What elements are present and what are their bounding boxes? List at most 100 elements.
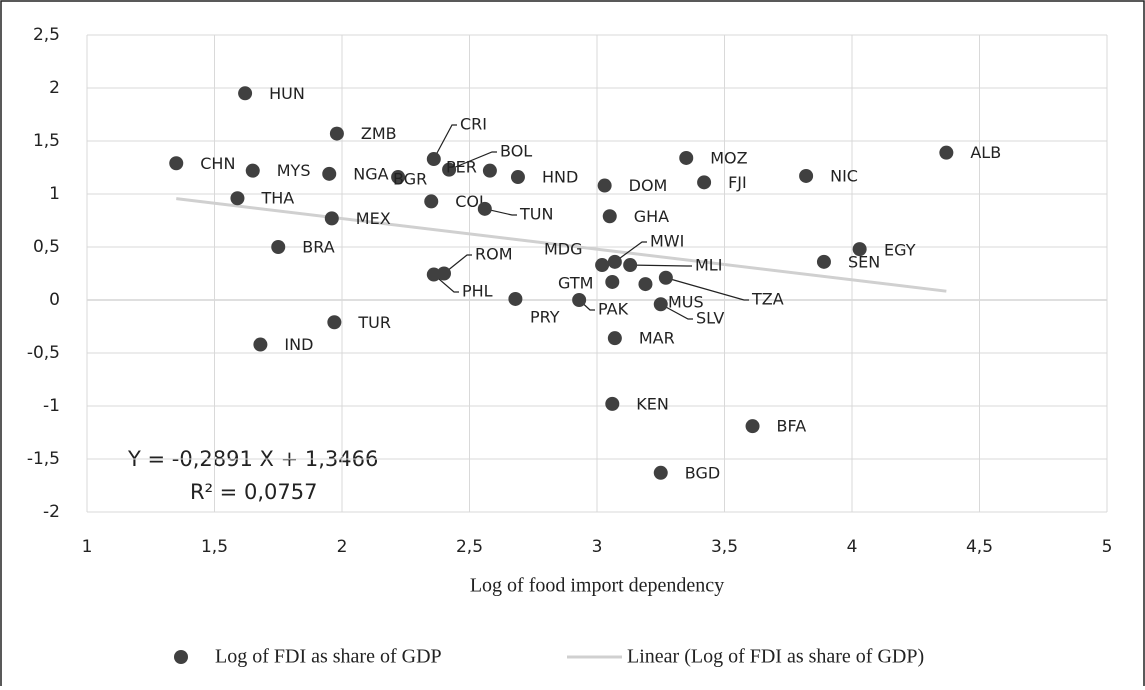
point	[442, 162, 457, 177]
point-label: MWI	[650, 232, 684, 251]
point	[169, 156, 184, 171]
y-tick-label: -1	[43, 396, 60, 416]
point-label: GTM	[558, 274, 593, 293]
point	[437, 266, 451, 281]
point-label: GHA	[634, 207, 669, 226]
x-tick-label: 4,5	[966, 537, 993, 557]
leader-line	[433, 124, 457, 160]
point	[245, 163, 260, 178]
point-label: NIC	[830, 166, 858, 185]
point	[653, 297, 668, 312]
point	[510, 170, 525, 185]
y-tick-label: -2	[43, 502, 60, 522]
x-tick-label: 1,5	[201, 537, 228, 557]
point-label: TUN	[519, 205, 553, 224]
point-label: MOZ	[710, 148, 747, 167]
r-squared: R² = 0,0757	[190, 480, 317, 504]
point	[679, 150, 694, 165]
point-label: DOM	[629, 176, 668, 195]
point	[852, 242, 867, 257]
x-tick-label: 5	[1102, 537, 1113, 557]
point	[230, 191, 245, 206]
point	[426, 152, 441, 167]
y-tick-label: 2,5	[33, 25, 60, 45]
y-tick-label: 2	[49, 78, 60, 98]
point	[329, 126, 344, 141]
x-tick-label: 3,5	[711, 537, 738, 557]
y-tick-label: -1,5	[27, 449, 60, 469]
point	[607, 331, 622, 346]
point	[607, 254, 622, 269]
point-label: IND	[284, 335, 313, 354]
point	[605, 396, 620, 411]
point	[816, 254, 831, 269]
leader-line	[433, 274, 459, 293]
point	[482, 163, 497, 178]
point-label: TUR	[357, 313, 391, 332]
point	[799, 168, 814, 183]
point-label: SLV	[696, 309, 724, 328]
point	[391, 170, 406, 185]
point-label: BRA	[302, 238, 334, 257]
leader-line	[443, 254, 472, 274]
point	[477, 201, 492, 216]
point-label: CHN	[200, 154, 235, 173]
point-label: ZMB	[361, 124, 397, 143]
point-label: EGY	[884, 241, 916, 260]
point-label: BGR	[393, 170, 427, 189]
legend-label: Log of FDI as share of GDP	[215, 646, 442, 668]
legend-label: Linear (Log of FDI as share of GDP)	[627, 646, 924, 668]
point	[324, 211, 339, 226]
point	[653, 465, 668, 480]
point-label: CRI	[460, 115, 487, 134]
y-tick-label: 0	[49, 290, 60, 310]
point-label: NGA	[353, 164, 388, 183]
point	[605, 274, 620, 289]
x-tick-label: 3	[592, 537, 603, 557]
point-label: THA	[260, 189, 294, 208]
y-tick-label: 1,5	[33, 131, 60, 151]
x-tick-label: 2,5	[456, 537, 483, 557]
point	[253, 337, 268, 352]
point-label: HUN	[269, 84, 305, 103]
y-tick-label: 1	[49, 184, 60, 204]
point-label: MYS	[277, 161, 311, 180]
point-label: KEN	[636, 394, 669, 413]
leader-line	[665, 277, 749, 301]
point	[623, 258, 638, 273]
leader-line	[630, 264, 692, 267]
point-label: MUS	[668, 293, 704, 312]
point	[424, 194, 439, 209]
point-label: BFA	[777, 417, 807, 436]
trendline	[176, 197, 947, 293]
point-label: MDG	[544, 240, 583, 259]
x-axis-title: Log of food import dependency	[470, 575, 724, 597]
point	[745, 419, 760, 434]
point-label: PHL	[462, 282, 493, 301]
point	[508, 291, 523, 306]
point-label: ALB	[970, 143, 1001, 162]
point-label: BGD	[685, 463, 720, 482]
point-label: PER	[446, 158, 477, 177]
point	[572, 293, 587, 307]
point	[238, 86, 253, 101]
x-tick-label: 1	[82, 537, 93, 557]
point-label: PAK	[598, 300, 629, 319]
point-label: PRY	[530, 308, 560, 327]
point	[638, 277, 653, 292]
point	[426, 267, 441, 282]
point-label: FJI	[728, 173, 747, 192]
point	[595, 258, 610, 273]
x-tick-label: 4	[847, 537, 858, 557]
point-label: HND	[542, 168, 578, 187]
point-label: MLI	[695, 256, 722, 275]
leader-line	[660, 303, 693, 320]
point-label: TZA	[751, 290, 784, 309]
point-label: MEX	[356, 209, 391, 228]
point	[322, 166, 337, 181]
point	[602, 209, 617, 224]
leader-line	[448, 151, 497, 171]
point	[271, 240, 286, 254]
